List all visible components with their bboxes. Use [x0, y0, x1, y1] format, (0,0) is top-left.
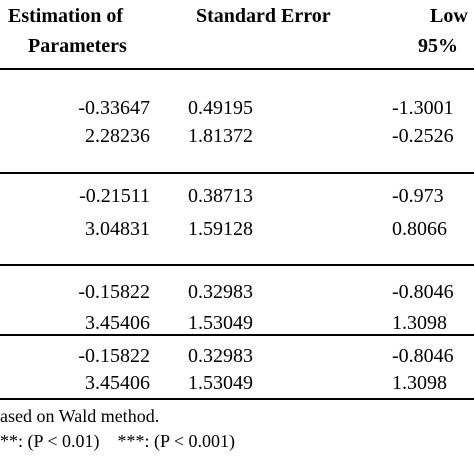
- row-8-estimate: 3.45406: [85, 372, 150, 394]
- group-3-rule: [0, 334, 474, 336]
- header-parameters: Parameters: [28, 35, 127, 57]
- table-bottom-rule: [0, 398, 474, 400]
- row-5-lower: -0.8046: [392, 281, 454, 303]
- row-6-lower: 1.3098: [392, 312, 447, 334]
- row-2-lower: -0.2526: [392, 125, 454, 147]
- row-6-standard-error: 1.53049: [188, 312, 253, 334]
- row-3-standard-error: 0.38713: [188, 185, 253, 207]
- header-rule: [0, 68, 474, 70]
- row-8-lower: 1.3098: [392, 372, 447, 394]
- footnote-method: ased on Wald method.: [0, 406, 160, 426]
- row-2-estimate: 2.28236: [85, 125, 150, 147]
- group-2-rule: [0, 264, 474, 266]
- header-ci-level: 95%: [418, 35, 458, 57]
- footnote-significance: **: (P < 0.01) ***: (P < 0.001): [0, 431, 235, 451]
- header-standard-error: Standard Error: [196, 5, 331, 27]
- row-1-standard-error: 0.49195: [188, 97, 253, 119]
- group-1-rule: [0, 172, 474, 174]
- row-3-estimate: -0.21511: [79, 185, 150, 207]
- row-1-estimate: -0.33647: [78, 97, 150, 119]
- row-2-standard-error: 1.81372: [188, 125, 253, 147]
- row-8-standard-error: 1.53049: [188, 372, 253, 394]
- row-7-estimate: -0.15822: [78, 345, 150, 367]
- row-5-standard-error: 0.32983: [188, 281, 253, 303]
- row-1-lower: -1.3001: [392, 97, 454, 119]
- header-estimation: Estimation of: [8, 5, 123, 27]
- row-4-estimate: 3.04831: [85, 218, 150, 240]
- row-7-lower: -0.8046: [392, 345, 454, 367]
- row-4-lower: 0.8066: [392, 218, 447, 240]
- row-6-estimate: 3.45406: [85, 312, 150, 334]
- row-4-standard-error: 1.59128: [188, 218, 253, 240]
- row-5-estimate: -0.15822: [78, 281, 150, 303]
- row-7-standard-error: 0.32983: [188, 345, 253, 367]
- row-3-lower: -0.973: [392, 185, 444, 207]
- header-lower-bound: Low: [430, 5, 468, 27]
